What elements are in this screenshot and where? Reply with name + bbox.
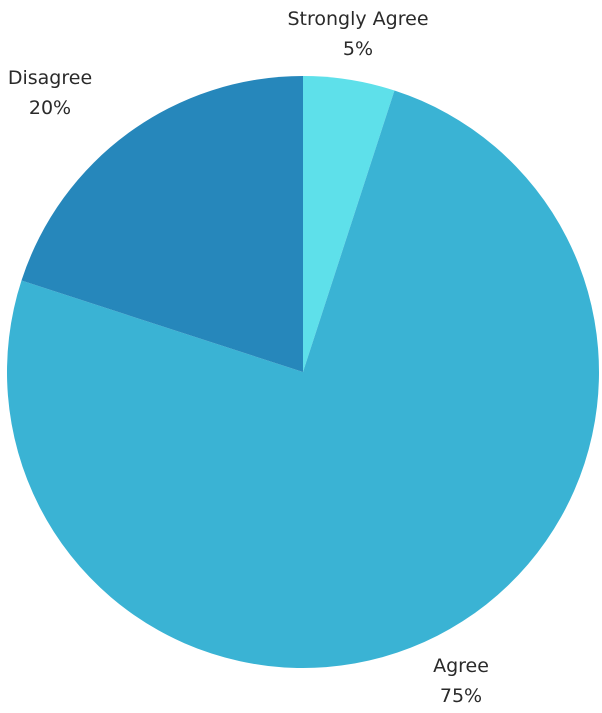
slice-label-agree-value: 75%	[440, 685, 482, 707]
pie-slice-disagree	[21, 76, 303, 372]
label-strongly-agree: Strongly Agree 5%	[287, 8, 428, 60]
slice-label-disagree-name: Disagree	[8, 67, 92, 89]
pie-slice-strongly-agree	[303, 76, 395, 372]
label-agree: Agree 75%	[433, 655, 489, 707]
slice-label-strongly-agree-name: Strongly Agree	[287, 8, 428, 30]
label-disagree: Disagree 20%	[8, 67, 92, 119]
slice-label-agree-name: Agree	[433, 655, 489, 677]
slice-label-strongly-agree-value: 5%	[343, 38, 373, 60]
pie-slices	[7, 76, 600, 668]
slice-label-disagree-value: 20%	[29, 97, 71, 119]
pie-slice-agree	[7, 90, 600, 668]
